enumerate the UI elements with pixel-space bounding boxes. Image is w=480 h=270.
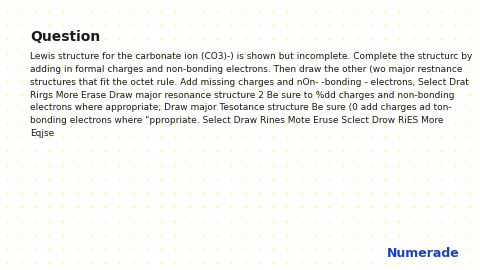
Text: Lewis structure for the carbonate ion (CO3)-) is shown but incomplete. Complete : Lewis structure for the carbonate ion (C… <box>30 52 472 138</box>
Text: Question: Question <box>30 30 100 44</box>
Text: Numerade: Numerade <box>387 247 460 260</box>
